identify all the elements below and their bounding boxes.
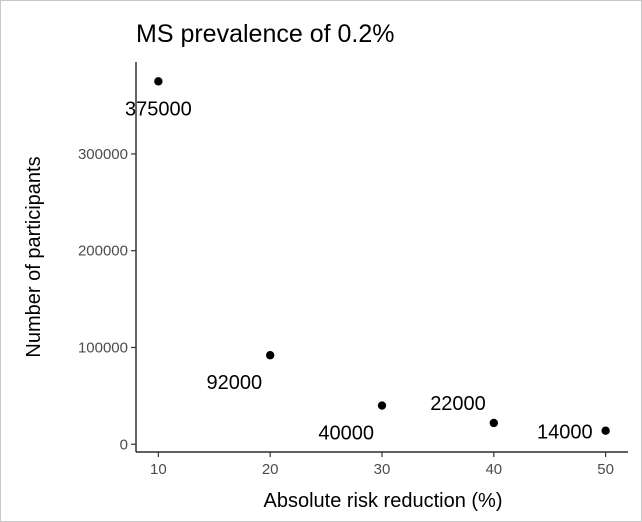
data-label: 14000 (537, 422, 593, 444)
x-axis-title: Absolute risk reduction (%) (264, 490, 503, 512)
data-point (265, 351, 275, 360)
y-tick-label: 100000 (78, 339, 128, 356)
data-label: 92000 (207, 372, 263, 394)
x-tick-label: 20 (262, 461, 279, 478)
data-labels: 375000 92000 40000 22000 14000 (125, 98, 593, 444)
data-label: 22000 (430, 393, 486, 415)
x-tick-label: 50 (597, 461, 614, 478)
data-point (377, 401, 387, 410)
data-point (154, 77, 163, 86)
x-tick-label: 30 (374, 461, 391, 478)
x-tick-label: 40 (485, 461, 502, 478)
data-point (601, 426, 610, 435)
y-axis-title: Number of participants (23, 156, 45, 357)
x-tick-label: 10 (150, 461, 167, 478)
x-axis-ticks: 10 20 30 40 50 (150, 452, 614, 478)
data-label: 375000 (125, 98, 192, 120)
y-tick-label: 0 (120, 436, 128, 453)
data-points (154, 77, 610, 435)
data-point (489, 418, 499, 428)
y-tick-label: 300000 (78, 146, 128, 163)
chart-title: MS prevalence of 0.2% (136, 20, 394, 48)
data-label: 40000 (318, 423, 374, 445)
y-axis-ticks: 0 100000 200000 300000 (78, 146, 136, 453)
y-tick-label: 200000 (78, 243, 128, 260)
